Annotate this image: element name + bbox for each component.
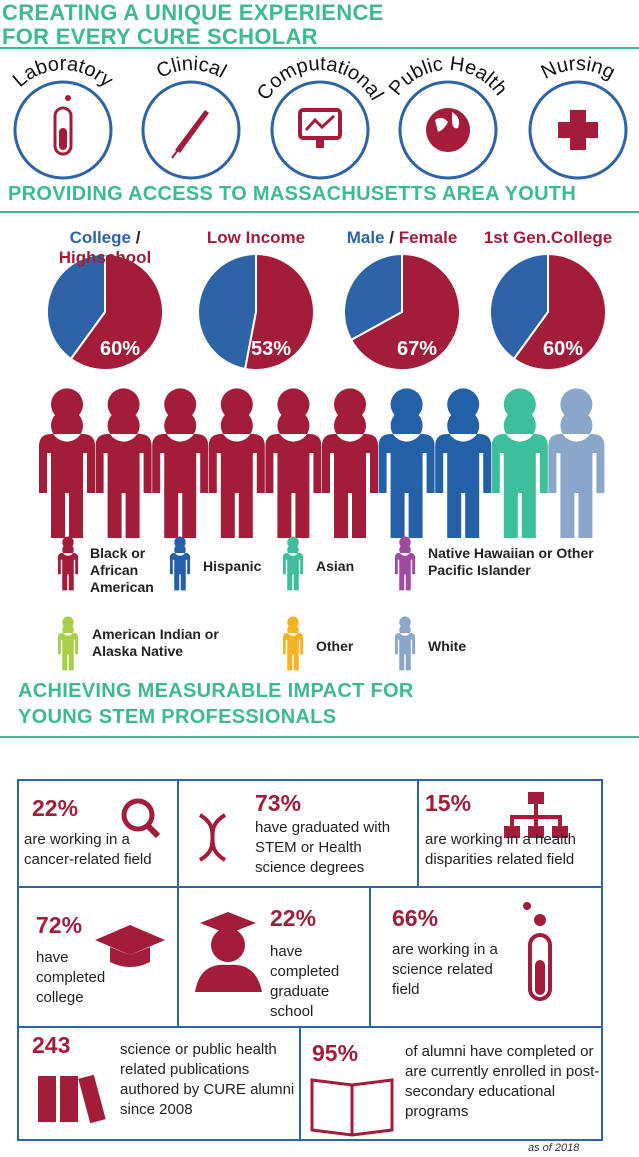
stat-figure: 22% <box>270 905 317 931</box>
legend-icon <box>57 616 79 671</box>
legend-icon <box>57 536 79 591</box>
stat-text: science or public health related publica… <box>120 1041 295 1118</box>
stat-text: are working in a science related field <box>392 941 498 998</box>
track-label: Public Health <box>385 53 512 100</box>
pie-label-part: / <box>135 228 141 247</box>
stat-text: of alumni have completed or are currentl… <box>405 1043 600 1120</box>
legend-label: Hispanic <box>203 558 262 574</box>
person-figure <box>208 388 265 538</box>
stat-text: have graduated with STEM or Health scien… <box>255 819 391 876</box>
track-label-path: Nursing <box>538 53 619 84</box>
stat-text: have completed graduate school <box>270 943 340 1020</box>
stat-icons <box>38 792 568 1137</box>
legend-icon <box>394 536 416 591</box>
person-figure <box>322 388 378 538</box>
track-label: Nursing <box>538 53 619 84</box>
track-icons <box>13 80 628 180</box>
pie-slice <box>512 252 607 371</box>
legend-icon <box>282 616 304 671</box>
pie-label-part: Female <box>398 228 458 247</box>
stat-figure: 15% <box>425 790 472 816</box>
stat-figure: 22% <box>32 795 79 821</box>
legend-icon <box>169 536 191 591</box>
track-label: Clinical <box>153 53 230 83</box>
pie-label: College / Highschool <box>30 228 180 267</box>
pie-label: 1st Gen.College <box>483 228 613 247</box>
track-label-path: Computational <box>253 53 388 104</box>
pie-label-part: College <box>69 228 131 247</box>
stat-figure: 66% <box>392 905 439 931</box>
pie-slice <box>349 252 461 371</box>
pie-remainder <box>489 252 549 361</box>
title: FOR EVERY CURE SCHOLAR <box>2 24 318 49</box>
person-figure <box>265 388 322 538</box>
stat-grid <box>17 779 603 1141</box>
legend-label: Asian <box>316 558 355 574</box>
legend-label: Black or African American <box>90 545 154 595</box>
track-label-path: Laboratory <box>9 53 117 92</box>
stat-figure: 243 <box>32 1032 71 1058</box>
person-figure <box>435 388 492 538</box>
pie-remainder <box>343 252 403 342</box>
stat-figure: 72% <box>36 912 83 938</box>
pie-remainder <box>197 252 257 371</box>
section-title: YOUNG STEM PROFESSIONALS <box>18 706 337 728</box>
track-label: Computational <box>253 53 388 104</box>
pie-slice <box>69 252 164 371</box>
title: CREATING A UNIQUE EXPERIENCE <box>2 0 384 25</box>
legend-icon <box>282 536 304 591</box>
person-figure <box>152 388 209 538</box>
pie-label: Male / Female <box>327 228 477 248</box>
stat-figure: 95% <box>312 1040 359 1066</box>
section-title: ACHIEVING MEASURABLE IMPACT FOR <box>18 680 414 702</box>
pie-remainder <box>46 252 106 361</box>
person-figure <box>548 388 605 538</box>
pie-label-part: Male <box>346 228 385 247</box>
legend-label: American Indian or Alaska Native <box>92 626 219 659</box>
person-figure <box>95 388 152 538</box>
person-figure <box>378 388 435 538</box>
track-label-path: Public Health <box>385 53 512 100</box>
pie-value-label: 53% <box>251 338 291 360</box>
pie-value-label: 67% <box>397 338 437 360</box>
person-figure <box>39 388 95 538</box>
legend-label: Other <box>316 638 354 654</box>
pie-value-label: 60% <box>543 338 583 360</box>
track-label-path: Clinical <box>153 53 230 83</box>
note: as of 2018 <box>528 1142 580 1154</box>
stat-text: are working in a health disparities rela… <box>425 831 576 868</box>
pie-label-part: Highschool <box>58 247 152 267</box>
pie-label-part: / <box>389 228 394 247</box>
stat-text: have completed college <box>36 949 106 1006</box>
section-title: PROVIDING ACCESS TO MASSACHUSETTS AREA Y… <box>8 183 577 205</box>
pie-slice <box>243 252 315 371</box>
legend-label: Native Hawaiian or Other Pacific Islande… <box>428 545 594 578</box>
stat-text: are working in a cancer-related field <box>24 831 152 868</box>
pie-label: Low Income <box>206 228 306 247</box>
person-figure <box>491 388 548 538</box>
stat-figure: 73% <box>255 790 302 816</box>
track-label: Laboratory <box>9 53 117 92</box>
legend-icon <box>394 616 416 671</box>
legend-label: White <box>428 638 467 654</box>
pie-value-label: 60% <box>100 338 140 360</box>
